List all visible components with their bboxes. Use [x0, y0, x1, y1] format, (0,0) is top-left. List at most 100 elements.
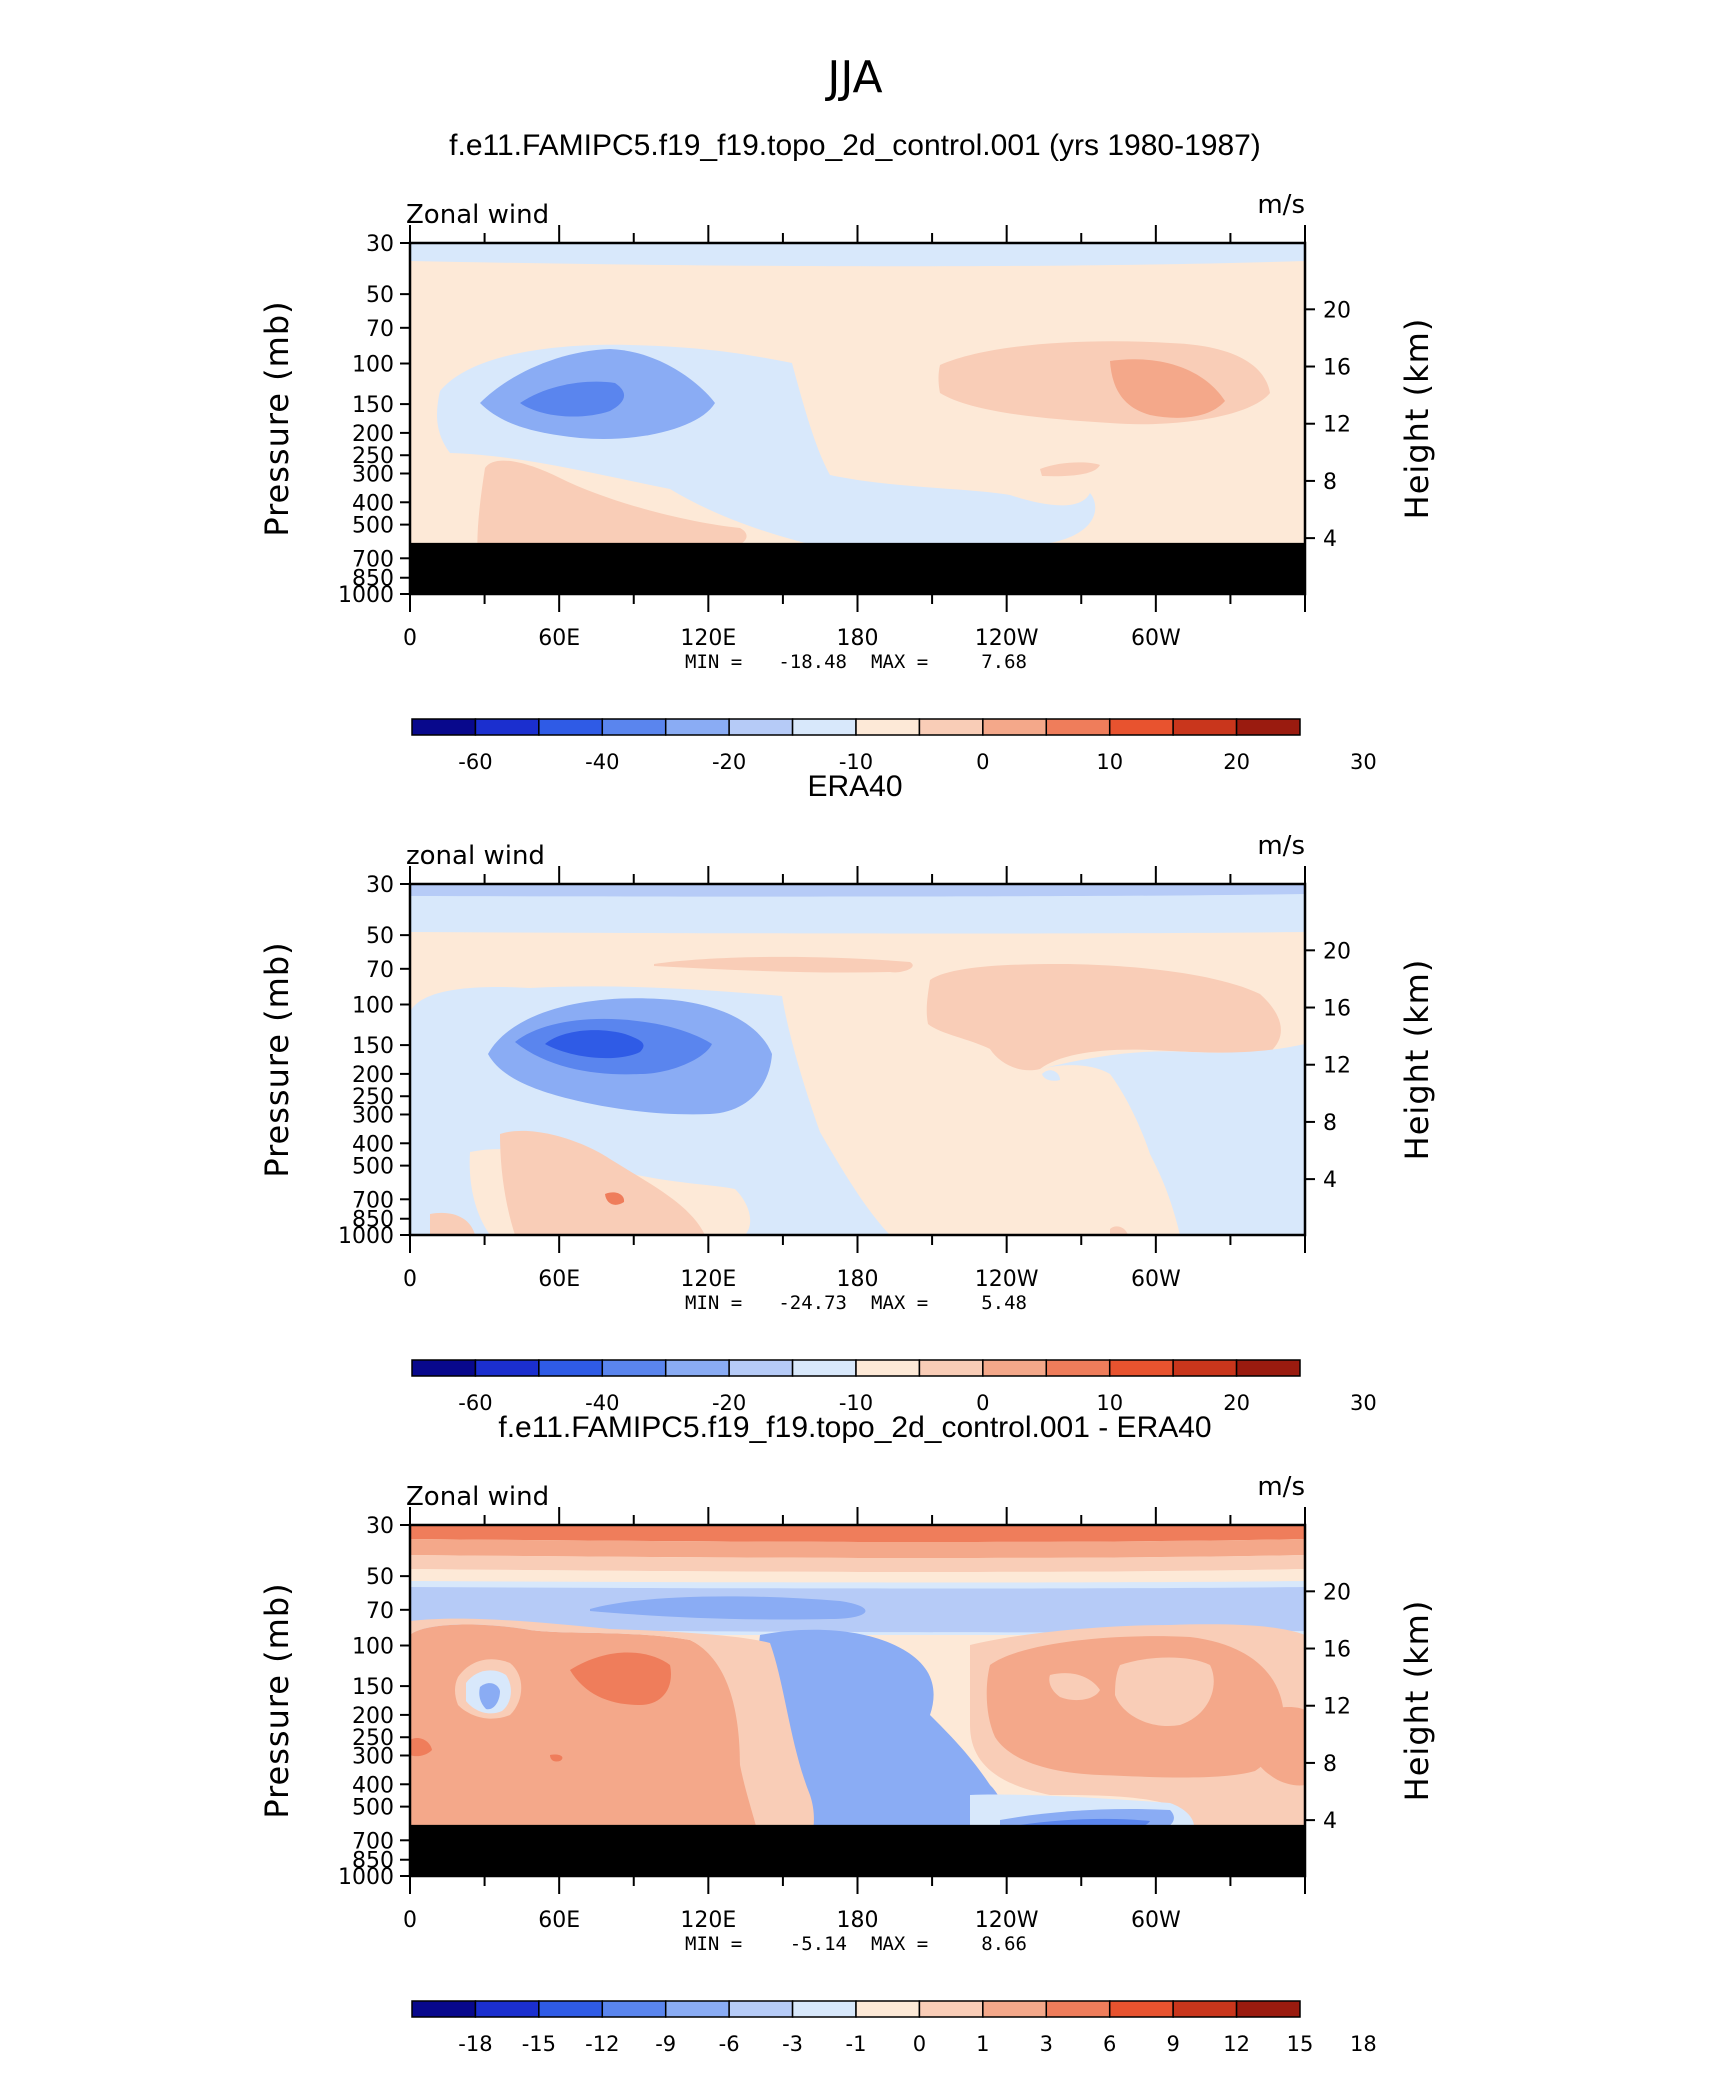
panel-2-colorbar-swatch [474, 1359, 540, 1377]
panel-2-height-tick-label: 20 [1323, 939, 1351, 964]
panel-3-contour-region-2 [410, 1539, 1305, 1558]
panel-1-colorbar-swatch [728, 718, 794, 736]
panel-3-y-tick-label: 200 [352, 1704, 394, 1729]
panel-2-x-tick-label: 60W [1131, 1267, 1181, 1292]
panel-1-colorbar-label: -10 [839, 750, 873, 774]
panel-2-contour-region-5 [500, 1130, 705, 1235]
panel-2-colorbar-label: -20 [712, 1391, 746, 1415]
panel-1-y-tick-label: 150 [352, 393, 394, 418]
panel-2-height-tick-label: 12 [1323, 1054, 1351, 1079]
panel-3-colorbar-label: 1 [976, 2032, 989, 2056]
panel-3-contour-field [410, 1525, 1305, 1876]
panel-2-colorbar-swatch [728, 1359, 794, 1377]
panel-3-title: f.e11.FAMIPC5.f19_f19.topo_2d_control.00… [498, 1411, 1211, 1444]
panel-3-y-tick-label: 70 [366, 1599, 394, 1624]
panel-1-y-tick-label: 300 [352, 462, 394, 487]
panel-2-colorbar-swatch [1235, 1359, 1301, 1377]
panel-2-x-tick-label: 60E [538, 1267, 580, 1292]
panel-3-x-tick-label: 180 [837, 1908, 879, 1933]
panel-1-y-tick-label: 1000 [338, 583, 394, 608]
panel-3-y-tick-label: 50 [366, 1565, 394, 1590]
panel-3-min-label: MIN = [685, 1933, 742, 1955]
panel-3-y-axis-title: Pressure (mb) [258, 1582, 296, 1818]
figure-title: JJA [824, 52, 882, 103]
panel-1-min-value: -18.48 [778, 651, 847, 673]
panel-3-colorbar-label: 12 [1223, 2032, 1250, 2056]
panel-3-colorbar-label: -6 [719, 2032, 740, 2056]
panel-3-max-label: MAX = [871, 1933, 928, 1955]
panel-2-contour-region-13 [1040, 1044, 1305, 1235]
panel-2-x-tick-label: 120W [975, 1267, 1039, 1292]
panel-1-x-tick-label: 60E [538, 626, 580, 651]
panel-2-colorbar-swatch [601, 1359, 667, 1377]
panel-2-min-label: MIN = [685, 1292, 742, 1314]
panel-3-colorbar-swatch [855, 2000, 921, 2018]
panel-1-y-tick-label: 850 [352, 567, 394, 592]
panel-2-contour-region-14 [1042, 1070, 1060, 1081]
panel-2-y-tick-label: 850 [352, 1208, 394, 1233]
panel-1-colorbar-swatch [601, 718, 667, 736]
panel-2-contour-region-6 [605, 1192, 625, 1205]
panel-3-contour-region-3 [410, 1555, 1305, 1572]
panel-2-title: ERA40 [807, 770, 902, 803]
panel-1-colorbar-swatch [538, 718, 604, 736]
panel-1-colorbar-swatch [1172, 718, 1238, 736]
panel-2-y-tick-label: 700 [352, 1188, 394, 1213]
panel-3-min-value: -5.14 [790, 1933, 847, 1955]
panel-1-colorbar-swatch [474, 718, 540, 736]
panel-1-colorbar-swatch [1235, 718, 1301, 736]
panel-1-colorbar-swatch [664, 718, 730, 736]
panel-1-y-tick-label: 50 [366, 283, 394, 308]
panel-3-y-tick-label: 500 [352, 1796, 394, 1821]
panel-3-contour-region-22 [1049, 1673, 1100, 1701]
panel-3-contour-region-23 [1115, 1657, 1214, 1726]
panel-1-contour-field [410, 243, 1305, 594]
panel-1-colorbar-swatch [918, 718, 984, 736]
panel-2-max-label: MAX = [871, 1292, 928, 1314]
panel-1-colorbar-label: 0 [976, 750, 989, 774]
panel-2-colorbar-swatch [1045, 1359, 1111, 1377]
panel-3-y-tick-label: 30 [366, 1514, 394, 1539]
panel-2-y-tick-label: 30 [366, 873, 394, 898]
panel-1-contour-region-1 [410, 243, 1305, 267]
panel-3-units-label: m/s [1257, 1472, 1305, 1502]
panel-2-colorbar-label: 30 [1350, 1391, 1377, 1415]
panel-1-x-tick-label: 120E [680, 626, 736, 651]
panel-1-y-tick-label: 200 [352, 422, 394, 447]
panel-3-x-tick-label: 120E [680, 1908, 736, 1933]
panel-1-y-tick-label: 30 [366, 232, 394, 257]
panel-1-colorbar-swatch [791, 718, 857, 736]
panel-1-colorbar-swatch [1108, 718, 1174, 736]
panel-2-y-tick-label: 1000 [338, 1224, 394, 1249]
panel-2-height-tick-label: 8 [1323, 1111, 1337, 1136]
panel-2-y-tick-label: 150 [352, 1034, 394, 1059]
panel-3-height-tick-label: 20 [1323, 1580, 1351, 1605]
panel-3-colorbar-swatch [1045, 2000, 1111, 2018]
panel-3-colorbar-label: -18 [458, 2032, 492, 2056]
panel-1-x-tick-label: 120W [975, 626, 1039, 651]
panel-3-variable-label: Zonal wind [406, 1482, 549, 1512]
panel-3-right-axis-title: Height (km) [1398, 1600, 1436, 1802]
panel-3-colorbar-swatch [1108, 2000, 1174, 2018]
panel-3-colorbar-swatch [1172, 2000, 1238, 2018]
panel-3-colorbar-label: -9 [655, 2032, 676, 2056]
panel-2-colorbar-swatch [918, 1359, 984, 1377]
panel-1-y-tick-label: 500 [352, 514, 394, 539]
panel-1-y-axis-title: Pressure (mb) [258, 300, 296, 536]
panel-3-colorbar-label: 18 [1350, 2032, 1377, 2056]
panel-3: f.e11.FAMIPC5.f19_f19.topo_2d_control.00… [258, 1411, 1436, 2056]
panel-3-y-tick-label: 700 [352, 1829, 394, 1854]
panel-1-colorbar-label: -40 [585, 750, 619, 774]
panel-1-y-tick-label: 700 [352, 547, 394, 572]
panel-3-colorbar-label: 6 [1103, 2032, 1116, 2056]
panel-2-units-label: m/s [1257, 831, 1305, 861]
panel-3-contour-region-8 [752, 1629, 1180, 1876]
panel-2-right-axis-title: Height (km) [1398, 959, 1436, 1161]
panel-1-colorbar-label: 10 [1096, 750, 1123, 774]
panel-3-colorbar-swatch [664, 2000, 730, 2018]
panel-3-height-tick-label: 12 [1323, 1695, 1351, 1720]
panel-3-colorbar-label: -12 [585, 2032, 619, 2056]
panel-3-y-tick-label: 250 [352, 1726, 394, 1751]
panel-2-colorbar-swatch [855, 1359, 921, 1377]
panel-2-contour-region-10 [545, 1030, 644, 1059]
